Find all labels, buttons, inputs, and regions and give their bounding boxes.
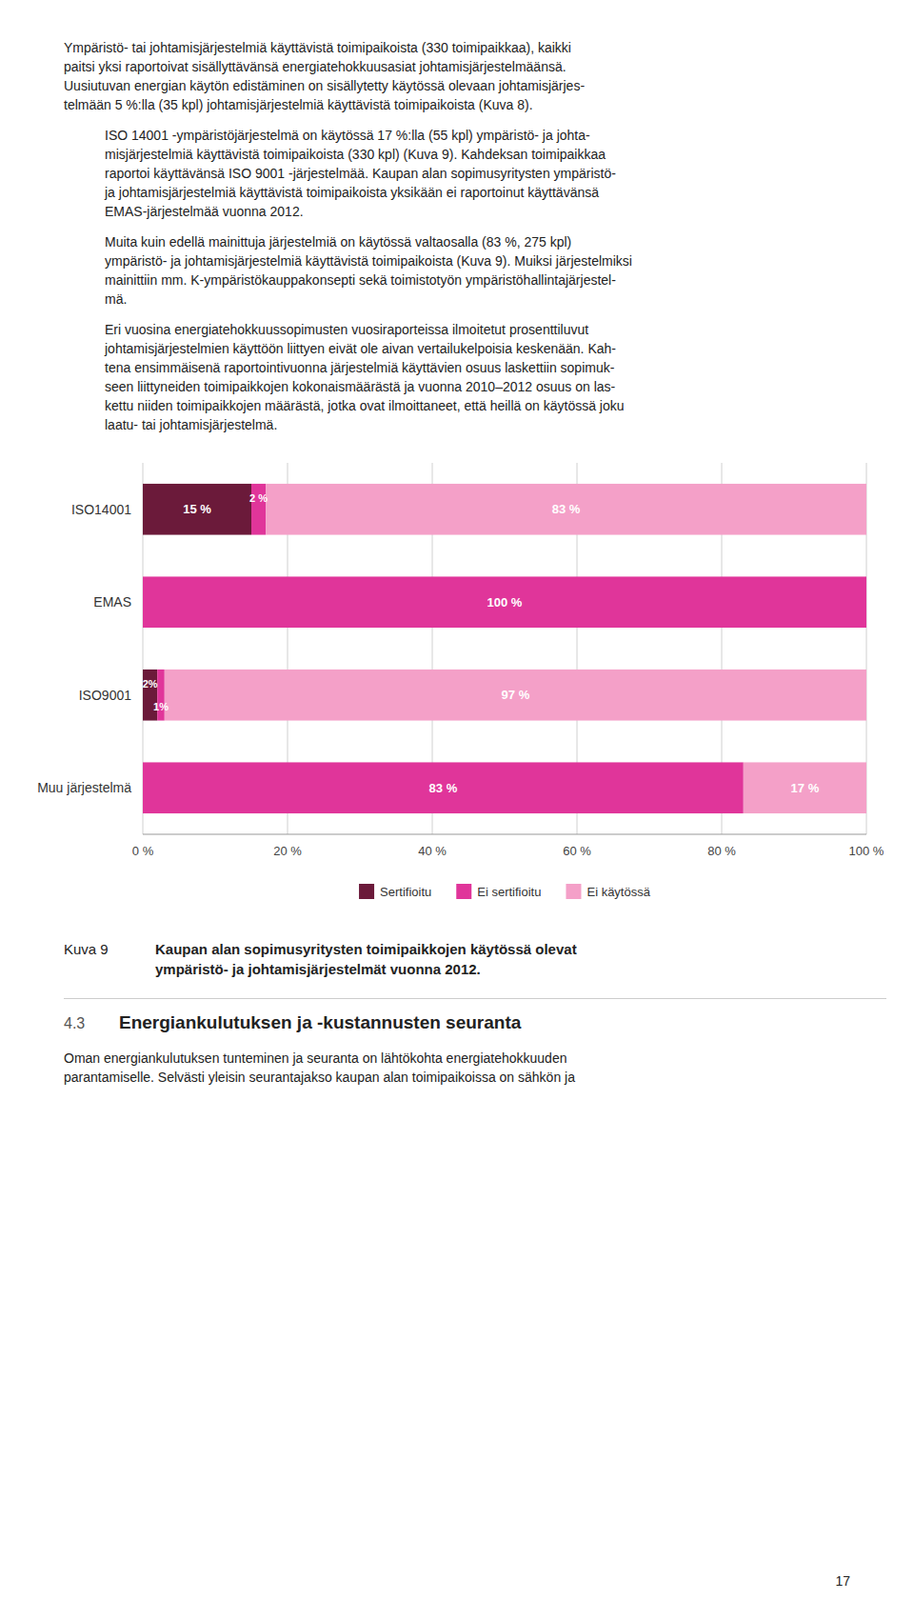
chart: 0 % 20 % 40 % 60 % 80 % 100 % Muu järjestelmä I… [0, 453, 914, 930]
bars [142, 483, 867, 814]
data-label: 1% [153, 700, 169, 713]
figure-label: Kuva 9 [63, 938, 156, 979]
paragraph: Ympäristö- tai johtamisjärjestelmiä käyt… [63, 38, 887, 115]
bar-segment [142, 483, 252, 536]
bar-segment [157, 669, 165, 721]
x-tick-label: 60 % [562, 843, 592, 858]
legend-item: Ei sertifioitu [456, 883, 541, 899]
data-labels: 83 % 17 % 2% 1% 97 % 100 % 15 % 2 % 83 % [142, 492, 820, 795]
section-title: Energiankulutuksen ja -kustannusten seur… [119, 1012, 521, 1034]
bar-segment [142, 576, 867, 628]
y-tick-label: EMAS [93, 594, 132, 610]
data-label: 2% [142, 677, 159, 690]
legend-label: Ei sertifioitu [476, 884, 541, 899]
data-label: 100 % [487, 595, 523, 610]
bar-segment [142, 669, 158, 721]
data-label: 83 % [552, 501, 581, 517]
bar-segment [164, 669, 867, 721]
bar-segment [142, 761, 744, 814]
x-tick-label: 40 % [417, 843, 447, 858]
chart-title: Kaupan alan sopimusyritysten toimipaikko… [155, 938, 577, 979]
data-label: 83 % [429, 780, 458, 795]
y-tick-label: ISO9001 [79, 687, 132, 703]
section-paragraph: Oman energiankulutuksen tunteminen ja se… [63, 1048, 887, 1087]
x-tick-label: 80 % [707, 843, 736, 858]
data-label: 17 % [791, 780, 820, 795]
x-tick-label: 20 % [273, 843, 302, 858]
legend-swatch [358, 883, 375, 899]
legend-item: Ei käytössä [565, 883, 651, 899]
bar-segment [743, 761, 867, 814]
x-tick-label: 0 % [132, 843, 155, 858]
paragraph: Muita kuin edellä mainittuja järjestelmi… [104, 232, 887, 309]
section-header: 4.3Energiankulutuksen ja -kustannusten s… [63, 1012, 887, 1034]
bar-segment [265, 483, 867, 536]
y-tick-label: Muu järjestelmä [37, 779, 132, 795]
section-number: 4.3 [63, 1014, 120, 1033]
paragraph: ISO 14001 -ympäristöjärjestelmä on käytö… [104, 125, 887, 221]
grid [142, 462, 867, 835]
separator [63, 997, 887, 999]
data-label: 2 % [249, 492, 268, 504]
legend-swatch [456, 883, 472, 899]
legend-item: Sertifioitu [358, 883, 432, 899]
page: Ympäristö- tai johtamisjärjestelmiä käyt… [0, 0, 914, 1600]
body-text: Ympäristö- tai johtamisjärjestelmiä käyt… [0, 0, 914, 435]
paragraph: Eri vuosina energiatehokkuussopimusten v… [104, 319, 887, 435]
y-tick-label: ISO14001 [71, 501, 132, 517]
x-axis [142, 834, 867, 835]
bar-segment [866, 576, 868, 628]
page-number: 17 [834, 1572, 851, 1589]
x-tick-label: 100 % [849, 843, 885, 858]
legend-label: Sertifioitu [379, 884, 432, 899]
data-label: 97 % [501, 687, 531, 702]
caption: Kuva 9Kaupan alan sopimusyritysten toimi… [63, 938, 887, 979]
data-label: 15 % [182, 501, 212, 517]
legend-swatch [565, 883, 581, 899]
legend-label: Ei käytössä [586, 884, 651, 899]
legend: Sertifioitu Ei sertifioitu Ei käytössä [358, 883, 652, 899]
